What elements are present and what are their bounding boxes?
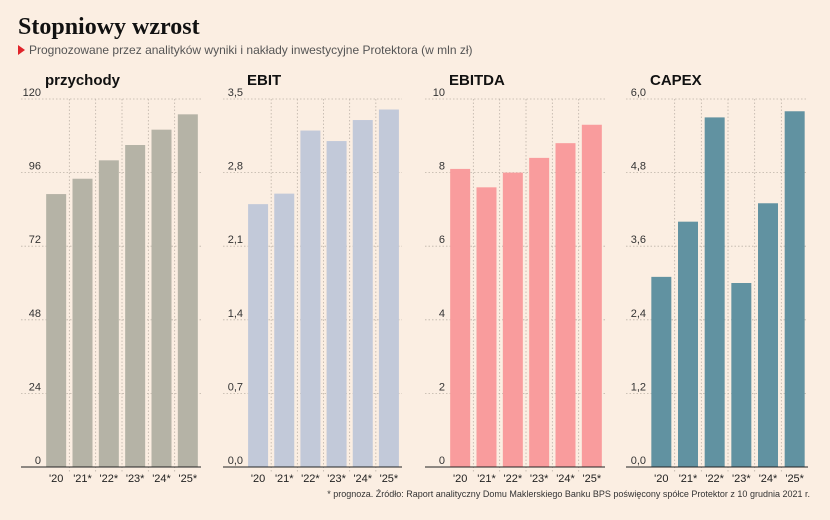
bar-5 bbox=[555, 143, 576, 467]
subtitle-text: Prognozowane przez analityków wyniki i n… bbox=[29, 43, 473, 57]
x-tick-label: '24* bbox=[353, 473, 372, 485]
bar-1 bbox=[248, 204, 269, 467]
bar-5 bbox=[151, 129, 172, 467]
y-tick-label: 0,7 bbox=[228, 381, 243, 393]
x-tick-label: '22* bbox=[705, 473, 724, 485]
bar-1 bbox=[651, 276, 672, 467]
x-tick-label: '21* bbox=[275, 473, 294, 485]
x-tick-label: '20 bbox=[49, 473, 63, 485]
x-tick-label: '20 bbox=[453, 473, 467, 485]
x-tick-label: '25* bbox=[380, 473, 399, 485]
y-tick-label: 0,0 bbox=[631, 455, 646, 467]
page-subtitle: Prognozowane przez analityków wyniki i n… bbox=[18, 43, 473, 57]
x-tick-label: '20 bbox=[251, 473, 265, 485]
chart-2: EBIT 0,0 0,7 1,4 2,1 2,8 3,5 '20 '21* '22* '23* '24… bbox=[223, 72, 402, 485]
bar-3 bbox=[300, 130, 321, 468]
y-tick-label: 2,1 bbox=[228, 234, 243, 246]
x-tick-label: '22* bbox=[301, 473, 320, 485]
source-footnote: * prognoza. Źródło: Raport analityczny D… bbox=[327, 489, 810, 499]
y-tick-label: 0 bbox=[439, 455, 445, 467]
x-tick-label: '23* bbox=[732, 473, 751, 485]
bar-3 bbox=[98, 160, 119, 468]
page-title: Stopniowy wzrost bbox=[18, 14, 200, 40]
y-tick-label: 2,4 bbox=[631, 308, 646, 320]
bar-4 bbox=[326, 141, 347, 468]
red-triangle-icon bbox=[18, 45, 25, 55]
y-tick-label: 0,0 bbox=[228, 455, 243, 467]
y-tick-label: 3,6 bbox=[631, 234, 646, 246]
bar-2 bbox=[274, 193, 295, 467]
chart-4: CAPEX 0,0 1,2 2,4 3,6 4,8 6,0 '20 '21* '22* '23* '2… bbox=[626, 72, 808, 485]
x-tick-label: '24* bbox=[152, 473, 171, 485]
chart-title: EBIT bbox=[247, 72, 281, 89]
x-tick-label: '22* bbox=[504, 473, 523, 485]
x-tick-label: '21* bbox=[477, 473, 496, 485]
x-tick-label: '20 bbox=[654, 473, 668, 485]
bar-6 bbox=[378, 109, 399, 467]
x-tick-label: '24* bbox=[759, 473, 778, 485]
y-tick-label: 0 bbox=[35, 455, 41, 467]
chart-1: przychody 0 24 48 72 96 120 '20 '21* '22* '23* '24*… bbox=[21, 72, 201, 485]
bar-2 bbox=[678, 221, 698, 467]
x-tick-label: '25* bbox=[179, 473, 198, 485]
bar-3 bbox=[704, 117, 725, 468]
bar-6 bbox=[784, 111, 805, 468]
x-tick-label: '23* bbox=[327, 473, 346, 485]
y-tick-label: 96 bbox=[29, 161, 41, 173]
bar-6 bbox=[177, 114, 198, 467]
x-tick-label: '23* bbox=[126, 473, 145, 485]
x-tick-label: '21* bbox=[679, 473, 698, 485]
y-tick-label: 120 bbox=[23, 87, 41, 99]
y-tick-label: 6,0 bbox=[631, 87, 646, 99]
y-tick-label: 4 bbox=[439, 308, 445, 320]
y-tick-label: 10 bbox=[433, 87, 445, 99]
y-tick-label: 48 bbox=[29, 308, 41, 320]
x-tick-label: '22* bbox=[100, 473, 119, 485]
bar-5 bbox=[352, 120, 373, 468]
y-tick-label: 8 bbox=[439, 161, 445, 173]
y-tick-label: 1,2 bbox=[631, 381, 646, 393]
bar-4 bbox=[731, 283, 752, 467]
chart-title: przychody bbox=[45, 72, 121, 89]
bar-1 bbox=[450, 168, 471, 468]
chart-3: EBITDA 0 2 4 6 8 10 '20 '21* '22* '23* '24* '25* bbox=[425, 72, 605, 485]
y-tick-label: 24 bbox=[29, 381, 41, 393]
y-tick-label: 1,4 bbox=[228, 308, 243, 320]
y-tick-label: 72 bbox=[29, 234, 41, 246]
y-tick-label: 2 bbox=[439, 381, 445, 393]
bar-2 bbox=[72, 178, 93, 467]
y-tick-label: 2,8 bbox=[228, 161, 243, 173]
bar-4 bbox=[125, 145, 146, 467]
x-tick-label: '21* bbox=[73, 473, 92, 485]
bar-4 bbox=[529, 157, 550, 467]
y-tick-label: 4,8 bbox=[631, 161, 646, 173]
bar-2 bbox=[476, 187, 497, 467]
x-tick-label: '23* bbox=[530, 473, 549, 485]
y-tick-label: 3,5 bbox=[228, 87, 243, 99]
bar-3 bbox=[502, 172, 523, 467]
x-tick-label: '24* bbox=[556, 473, 575, 485]
bar-6 bbox=[581, 124, 602, 467]
bar-5 bbox=[758, 203, 778, 467]
y-tick-label: 6 bbox=[439, 234, 445, 246]
x-tick-label: '25* bbox=[583, 473, 602, 485]
chart-title: EBITDA bbox=[449, 72, 505, 89]
x-tick-label: '25* bbox=[785, 473, 804, 485]
chart-title: CAPEX bbox=[650, 72, 702, 89]
bar-1 bbox=[46, 194, 67, 468]
